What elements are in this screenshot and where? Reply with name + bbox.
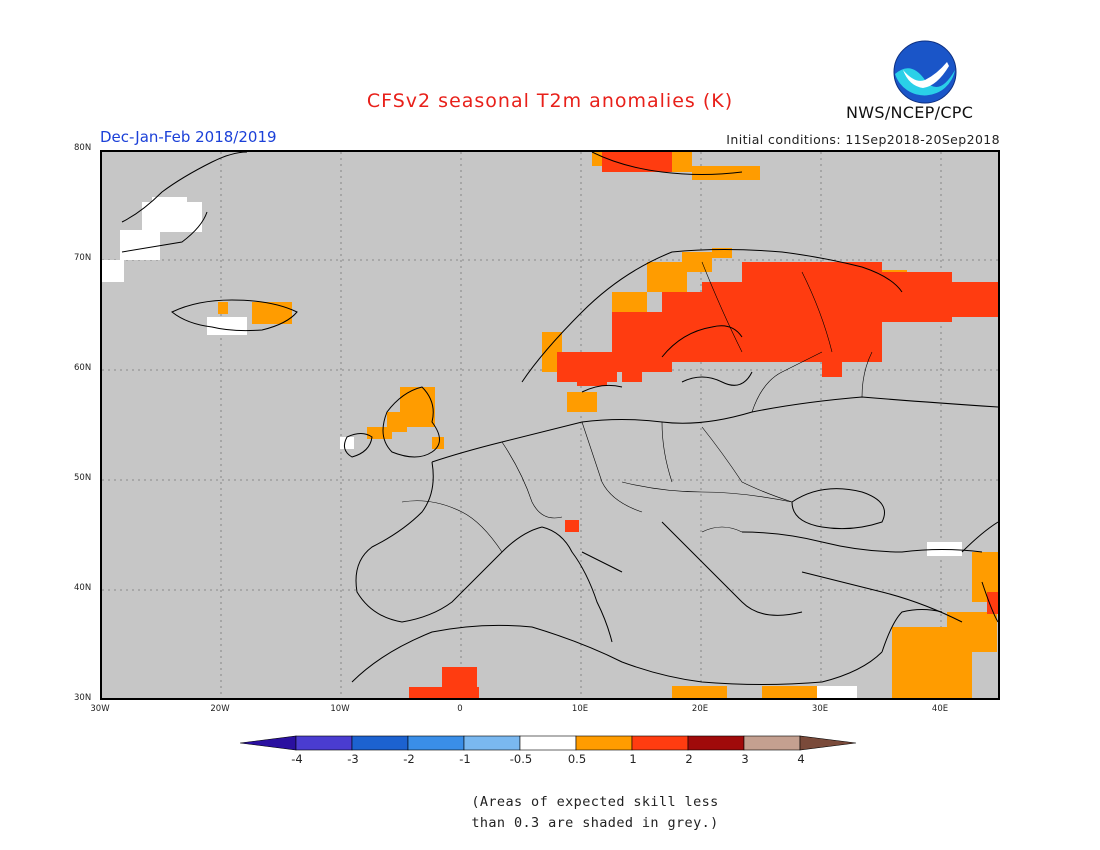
lon-label-0: 0: [457, 704, 463, 714]
colorbar-label-3: 3: [741, 752, 749, 766]
colorbar-label-neg4: -4: [291, 752, 303, 766]
initial-conditions-label: Initial conditions: 11Sep2018-20Sep2018: [726, 132, 1000, 147]
skill-note-line-2: than 0.3 are shaded in grey.): [471, 815, 719, 831]
country-borders: [401, 261, 873, 553]
skill-note: (Areas of expected skill less than 0.3 a…: [460, 792, 730, 834]
anomaly-near-zero-shading: [102, 197, 962, 698]
colorbar-segment: [407, 735, 465, 751]
lon-label-10w: 10W: [330, 704, 350, 714]
lat-label-50n: 50N: [74, 473, 92, 483]
colorbar-label-2: 2: [685, 752, 693, 766]
colorbar-label-1: 1: [629, 752, 637, 766]
lon-label-30e: 30E: [811, 704, 829, 714]
colorbar-label-0-5: 0.5: [567, 752, 587, 766]
colorbar: [240, 735, 857, 751]
colorbar-label-neg2: -2: [403, 752, 415, 766]
colorbar-segment: [687, 735, 745, 751]
lat-label-70n: 70N: [74, 253, 92, 263]
coastlines: [121, 152, 998, 685]
colorbar-label-neg1: -1: [459, 752, 471, 766]
lat-label-60n: 60N: [74, 363, 92, 373]
lat-label-40n: 40N: [74, 583, 92, 593]
lat-label-30n: 30N: [74, 693, 92, 703]
anomaly-light-warm-shading: [218, 152, 998, 698]
lon-label-40e: 40E: [931, 704, 949, 714]
agency-label: NWS/NCEP/CPC: [846, 103, 974, 122]
colorbar-arrow-low: [240, 735, 297, 751]
colorbar-label-4: 4: [797, 752, 805, 766]
noaa-logo-icon: [893, 40, 957, 104]
map-gridlines: [102, 152, 998, 698]
colorbar-segment: [519, 735, 577, 751]
skill-note-line-1: (Areas of expected skill less: [471, 794, 719, 810]
colorbar-label-neg0-5: -0.5: [509, 752, 533, 766]
anomaly-warm-shading: [409, 152, 998, 698]
lon-label-30w: 30W: [90, 704, 110, 714]
season-label: Dec-Jan-Feb 2018/2019: [100, 128, 277, 146]
anomaly-map: [100, 150, 1000, 700]
colorbar-segment: [351, 735, 409, 751]
colorbar-arrow-high: [799, 735, 857, 751]
map-canvas: [102, 152, 998, 698]
chart-title: CFSv2 seasonal T2m anomalies (K): [366, 90, 734, 112]
colorbar-label-neg3: -3: [347, 752, 359, 766]
lat-label-80n: 80N: [74, 143, 92, 153]
colorbar-segment: [631, 735, 689, 751]
colorbar-segment: [463, 735, 521, 751]
lon-label-20w: 20W: [210, 704, 230, 714]
colorbar-segment: [295, 735, 353, 751]
colorbar-segment: [575, 735, 633, 751]
colorbar-segment: [743, 735, 801, 751]
lon-label-20e: 20E: [691, 704, 709, 714]
lon-label-10e: 10E: [571, 704, 589, 714]
